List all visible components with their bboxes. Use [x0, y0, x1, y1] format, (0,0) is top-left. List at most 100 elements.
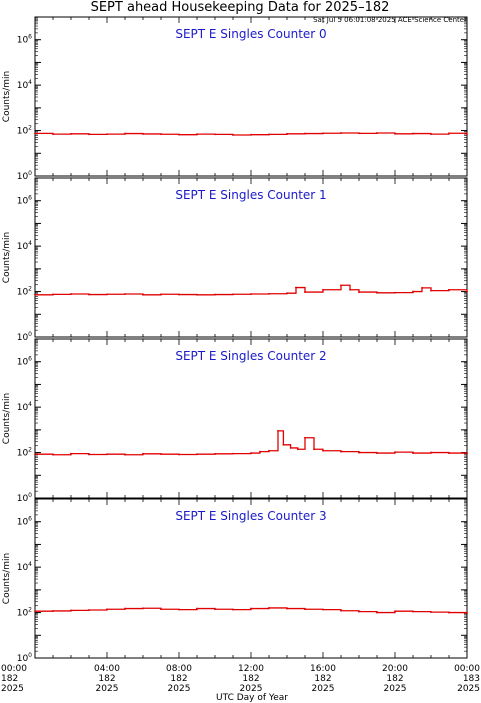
- data-point: [178, 133, 180, 136]
- x-tick-label: 20:00: [382, 664, 408, 674]
- data-point: [340, 132, 342, 134]
- data-point: [70, 293, 72, 295]
- y-tick-label: 100: [17, 170, 32, 182]
- data-point: [142, 133, 144, 135]
- panel-1: 100 102 104 106 SEPT E Singles Counter 1 Coun…: [2, 177, 468, 343]
- y-tick-label: 106: [17, 516, 32, 528]
- panel-title: SEPT E Singles Counter 1: [175, 188, 326, 202]
- y-tick-label: 104: [17, 561, 32, 573]
- x-tick-label: 2025: [312, 684, 335, 694]
- x-tick-label: 182: [314, 674, 331, 684]
- y-tick-label: 104: [17, 79, 32, 91]
- data-point: [34, 132, 36, 135]
- panel-2: 100 102 104 106 SEPT E Singles Counter 2 Coun…: [2, 338, 468, 504]
- data-point: [34, 610, 36, 613]
- data-point: [34, 453, 36, 456]
- y-tick-label: 104: [17, 401, 32, 413]
- y-axis-label: Counts/min: [2, 232, 12, 283]
- data-point: [214, 608, 216, 611]
- data-point: [160, 608, 162, 611]
- data-point: [52, 293, 54, 296]
- data-point: [124, 293, 126, 295]
- x-tick-label: 2025: [457, 684, 480, 694]
- data-point: [340, 284, 342, 287]
- y-tick-label: 106: [17, 195, 32, 207]
- data-point: [430, 451, 432, 454]
- data-point: [178, 453, 180, 456]
- data-point: [282, 443, 285, 446]
- data-point: [250, 452, 252, 454]
- data-point: [304, 132, 306, 135]
- data-point: [430, 611, 432, 613]
- data-point: [142, 293, 144, 296]
- data-point: [196, 293, 198, 296]
- data-point: [232, 134, 234, 136]
- data-point: [376, 611, 378, 614]
- y-axis-label: Counts/min: [2, 553, 12, 604]
- data-point: [88, 609, 90, 611]
- data-point: [232, 608, 234, 611]
- data-point: [340, 609, 342, 612]
- data-point: [430, 133, 432, 135]
- data-point: [106, 453, 108, 456]
- data-point: [322, 288, 324, 291]
- data-point: [466, 133, 468, 136]
- data-point: [322, 449, 324, 452]
- data-point: [124, 607, 126, 610]
- panel-0: 100 102 104 106 SEPT E Singles Counter 0 Coun…: [2, 16, 468, 182]
- data-point: [214, 452, 216, 455]
- data-point: [412, 290, 414, 293]
- data-point: [70, 132, 72, 135]
- x-tick-label: 182: [386, 674, 403, 684]
- data-point: [296, 448, 299, 451]
- x-tick-label: 182: [242, 674, 259, 684]
- data-point: [358, 291, 360, 293]
- data-point: [358, 610, 360, 613]
- data-point: [358, 451, 360, 454]
- x-tick-label: 16:00: [310, 664, 336, 674]
- data-point: [160, 453, 162, 456]
- data-point: [448, 452, 450, 454]
- data-point: [412, 132, 414, 135]
- data-point: [214, 133, 216, 136]
- data-point: [124, 453, 126, 456]
- data-point: [250, 293, 252, 295]
- y-tick-label: 102: [17, 607, 32, 619]
- x-tick-label: 00:00: [1, 664, 27, 674]
- data-point: [358, 132, 360, 135]
- y-tick-label: 102: [17, 286, 32, 298]
- data-point: [232, 452, 234, 455]
- data-point: [160, 293, 162, 296]
- data-point: [286, 292, 288, 295]
- data-point: [232, 293, 234, 296]
- data-point: [106, 608, 108, 611]
- chart-title: SEPT ahead Housekeeping Data for 2025–18…: [91, 0, 390, 15]
- data-point: [259, 450, 261, 453]
- data-point: [196, 453, 198, 456]
- data-point: [88, 133, 90, 136]
- y-tick-label: 100: [17, 331, 32, 343]
- data-point: [196, 133, 198, 135]
- y-tick-label: 106: [17, 34, 32, 46]
- y-tick-label: 102: [17, 447, 32, 459]
- panel-title: SEPT E Singles Counter 0: [175, 27, 326, 41]
- data-point: [304, 291, 306, 293]
- data-point: [268, 133, 270, 136]
- data-point: [88, 293, 90, 296]
- data-point: [448, 132, 450, 135]
- x-tick-label: 183: [463, 674, 480, 684]
- data-point: [196, 607, 198, 610]
- data-point: [376, 452, 378, 454]
- timestamp-label: Sat Jul 5 06:01:08 2025 ACE Science Cent…: [313, 16, 467, 24]
- data-point: [322, 608, 324, 611]
- x-tick-label: 182: [170, 674, 187, 684]
- data-point: [268, 449, 270, 452]
- data-point: [160, 133, 162, 136]
- data-point: [376, 132, 378, 134]
- x-tick-label: 182: [98, 674, 115, 684]
- data-point: [106, 293, 108, 296]
- data-point: [52, 133, 54, 135]
- data-point: [52, 610, 54, 612]
- x-tick-label: 04:00: [94, 664, 120, 674]
